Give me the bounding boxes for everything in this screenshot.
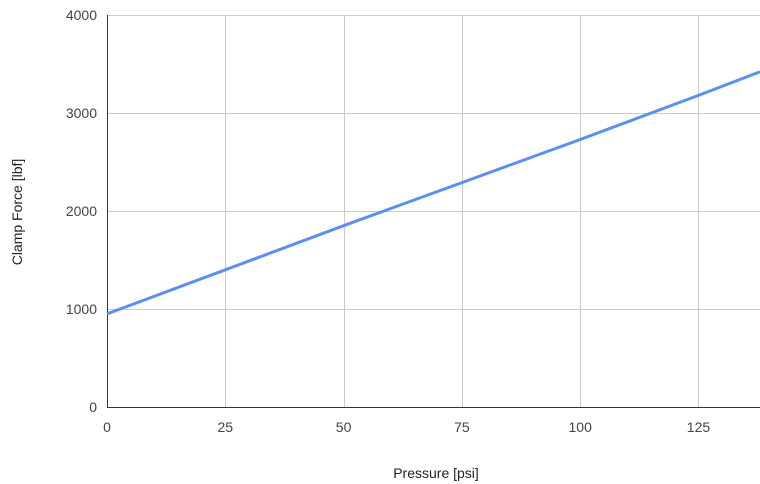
x-tick-label: 125 (687, 419, 711, 435)
x-tick-label: 0 (103, 419, 111, 435)
x-axis-title: Pressure [psi] (393, 465, 479, 481)
series-lines (106, 70, 760, 316)
y-tick-label: 3000 (66, 105, 97, 121)
y-tick-label: 0 (89, 399, 97, 415)
x-tick-label: 75 (454, 419, 470, 435)
x-tick-label: 100 (569, 419, 593, 435)
y-tick-label: 1000 (66, 301, 97, 317)
y-tick-labels: 0 1000 2000 3000 4000 (66, 7, 97, 415)
y-axis-title: Clamp Force [lbf] (9, 159, 25, 266)
x-tick-labels: 0 25 50 75 100 125 (103, 419, 710, 435)
axes (107, 15, 760, 408)
series-line (106, 70, 760, 316)
y-tick-label: 4000 (66, 7, 97, 23)
y-tick-label: 2000 (66, 203, 97, 219)
x-tick-label: 50 (336, 419, 352, 435)
gridlines (107, 15, 760, 407)
x-tick-label: 25 (218, 419, 234, 435)
